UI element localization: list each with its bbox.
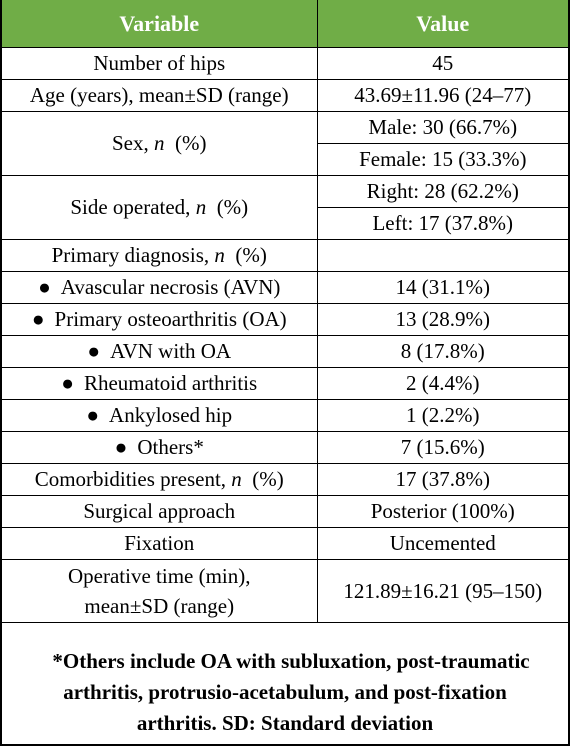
table-row-avn-oa: ● AVN with OA 8 (17.8%) [2, 335, 568, 368]
label-diagnosis-n: n [214, 243, 225, 267]
value-oa: 13 (28.9%) [316, 303, 568, 336]
value-comorbid: 17 (37.8%) [316, 463, 568, 496]
table-row-optime: Operative time (min), mean±SD (range) 12… [2, 559, 568, 623]
label-fixation: Fixation [2, 527, 318, 560]
label-optime-line2: mean±SD (range) [84, 594, 235, 618]
label-side-text: Side operated, [70, 195, 196, 219]
label-approach: Surgical approach [2, 495, 318, 528]
table-row-sex-male: Sex, n (%) Male: 30 (66.7%) [2, 111, 568, 176]
bullet-icon: ● [87, 339, 101, 363]
label-comorbid: Comorbidities present, n (%) [2, 463, 318, 496]
value-sex-male: Male: 30 (66.7%) [316, 111, 568, 144]
table-row-comorbid: Comorbidities present, n (%) 17 (37.8%) [2, 463, 568, 496]
table-row-age: Age (years), mean±SD (range) 43.69±11.96… [2, 79, 568, 112]
label-ankylosed: ● Ankylosed hip [2, 399, 318, 432]
footnote-line1: *Others include OA with subluxation, pos… [52, 649, 530, 673]
bullet-icon: ● [38, 275, 51, 299]
label-side-n: n [195, 195, 207, 219]
label-side: Side operated, n (%) [2, 175, 318, 240]
label-ra-text: Rheumatoid arthritis [83, 371, 258, 395]
table-row-side-right: Side operated, n (%) Right: 28 (62.2%) [2, 175, 568, 240]
label-ankylosed-text: Ankylosed hip [109, 403, 233, 427]
header-variable: Variable [2, 0, 318, 48]
label-others: ● Others* [2, 431, 318, 464]
label-diagnosis-text: Primary diagnosis, [51, 243, 215, 267]
table-row-diagnosis: Primary diagnosis, n (%) [2, 239, 568, 272]
value-avn: 14 (31.1%) [316, 271, 568, 304]
value-fixation: Uncemented [316, 527, 568, 560]
label-comorbid-pct: (%) [241, 467, 284, 491]
table-row-hips: Number of hips 45 [2, 47, 568, 80]
value-ankylosed: 1 (2.2%) [316, 399, 568, 432]
label-oa: ● Primary osteoarthritis (OA) [2, 303, 318, 336]
label-others-text: Others* [137, 435, 204, 459]
label-comorbid-text: Comorbidities present, [34, 467, 232, 491]
label-diagnosis: Primary diagnosis, n (%) [2, 239, 318, 272]
label-oa-text: Primary osteoarthritis (OA) [54, 307, 287, 331]
table-row-avn: ● Avascular necrosis (AVN) 14 (31.1%) [2, 271, 568, 304]
label-optime-line1: Operative time (min), [67, 564, 251, 588]
bullet-icon: ● [31, 307, 45, 331]
table-row-ankylosed: ● Ankylosed hip 1 (2.2%) [2, 399, 568, 432]
label-avn-text: Avascular necrosis (AVN) [60, 275, 281, 299]
header-value: Value [316, 0, 568, 48]
label-sex-pct: (%) [164, 131, 207, 155]
value-side-left: Left: 17 (37.8%) [316, 207, 568, 240]
footnote-line3: arthritis. SD: Standard deviation [136, 711, 434, 735]
value-side-right: Right: 28 (62.2%) [316, 175, 568, 208]
table-row-sex-female: Female: 15 (33.3%) [2, 143, 568, 176]
table-row-side-left: Left: 17 (37.8%) [2, 207, 568, 240]
value-diagnosis [316, 239, 568, 272]
value-approach: Posterior (100%) [316, 495, 568, 528]
value-hips: 45 [316, 47, 568, 80]
value-sex-female: Female: 15 (33.3%) [316, 143, 568, 176]
bullet-icon: ● [61, 371, 74, 395]
label-diagnosis-pct: (%) [224, 243, 267, 267]
label-sex-text: Sex, [112, 131, 154, 155]
table-row-oa: ● Primary osteoarthritis (OA) 13 (28.9%) [2, 303, 568, 336]
label-comorbid-n: n [231, 467, 242, 491]
label-avn: ● Avascular necrosis (AVN) [2, 271, 318, 304]
label-hips: Number of hips [2, 47, 318, 80]
label-sex: Sex, n (%) [2, 111, 318, 176]
bullet-icon: ● [114, 435, 128, 459]
footnote-line2: arthritis, protrusio-acetabulum, and pos… [63, 680, 507, 704]
label-sex-n: n [154, 131, 165, 155]
value-age: 43.69±11.96 (24–77) [316, 79, 568, 112]
value-avn-oa: 8 (17.8%) [316, 335, 568, 368]
table-row-fixation: Fixation Uncemented [2, 527, 568, 560]
table-row-others: ● Others* 7 (15.6%) [2, 431, 568, 464]
bullet-icon: ● [86, 403, 100, 427]
label-ra: ● Rheumatoid arthritis [2, 367, 318, 400]
table-row-ra: ● Rheumatoid arthritis 2 (4.4%) [2, 367, 568, 400]
table-row-approach: Surgical approach Posterior (100%) [2, 495, 568, 528]
label-age: Age (years), mean±SD (range) [2, 79, 318, 112]
label-side-pct: (%) [206, 195, 249, 219]
value-others: 7 (15.6%) [316, 431, 568, 464]
label-avn-oa: ● AVN with OA [2, 335, 318, 368]
footnote: *Others include OA with subluxation, pos… [2, 636, 568, 744]
label-optime: Operative time (min), mean±SD (range) [2, 559, 318, 623]
demographics-table: Variable Value Number of hips 45 Age (ye… [2, 0, 568, 623]
value-optime: 121.89±16.21 (95–150) [316, 559, 568, 623]
value-ra: 2 (4.4%) [316, 367, 568, 400]
label-avn-oa-text: AVN with OA [110, 339, 232, 363]
